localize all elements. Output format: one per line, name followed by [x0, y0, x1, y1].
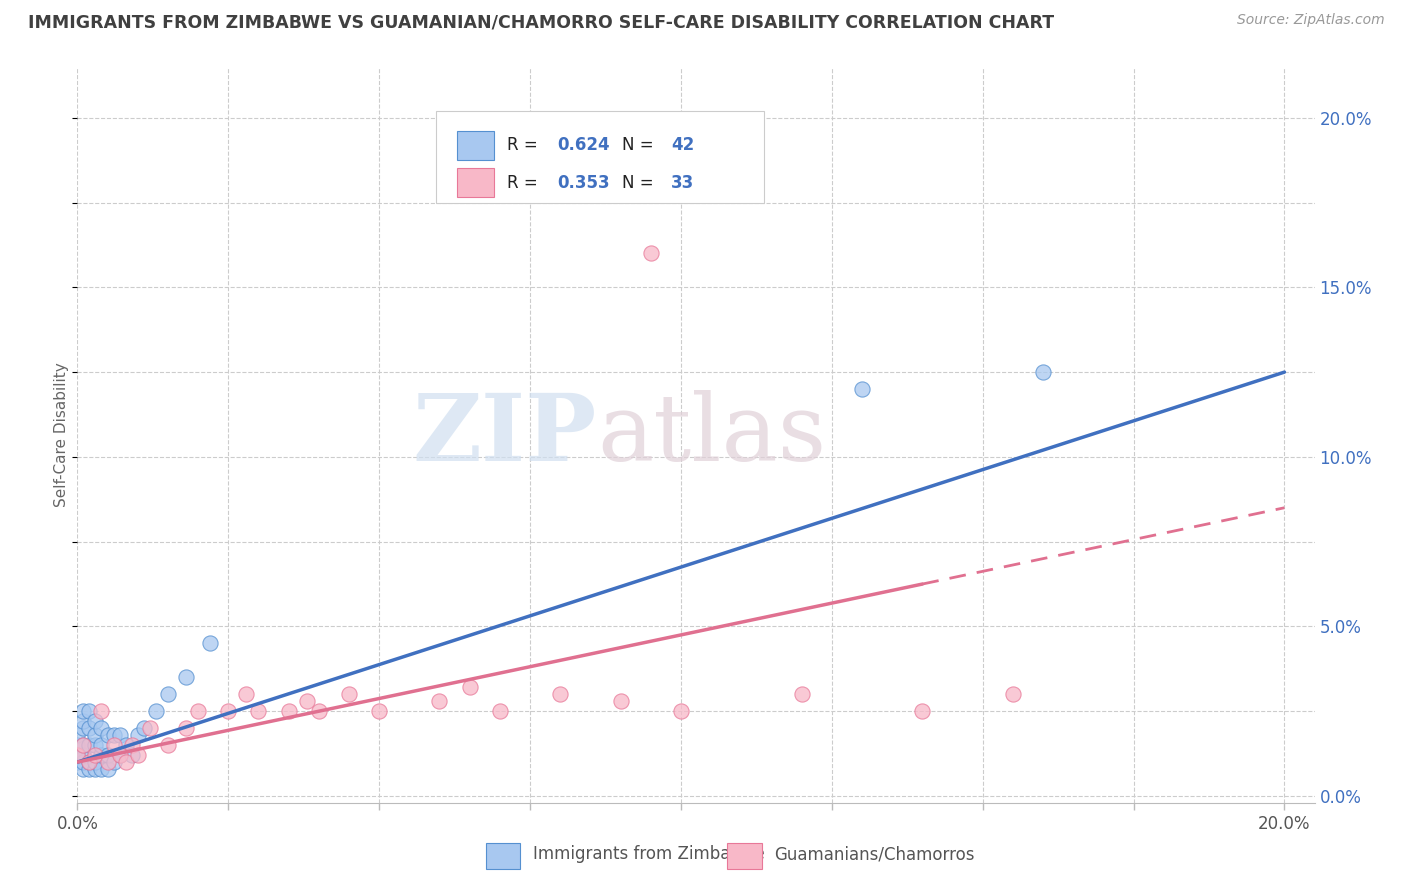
FancyBboxPatch shape — [457, 131, 495, 161]
Point — [66, 728, 89, 742]
Text: R =: R = — [506, 174, 543, 192]
Point — [90, 721, 112, 735]
FancyBboxPatch shape — [436, 111, 763, 203]
Point — [114, 738, 136, 752]
Point — [79, 704, 101, 718]
Point — [84, 738, 107, 752]
Point — [156, 687, 179, 701]
Point — [174, 721, 197, 735]
Point — [114, 755, 136, 769]
Text: 0.624: 0.624 — [557, 136, 610, 154]
Point — [609, 694, 631, 708]
Point — [90, 704, 112, 718]
Point — [132, 721, 155, 735]
Point — [368, 704, 391, 718]
Point — [72, 755, 94, 769]
Point — [127, 728, 149, 742]
FancyBboxPatch shape — [457, 168, 495, 197]
Point — [66, 748, 89, 763]
Point — [90, 748, 112, 763]
Point — [79, 755, 101, 769]
FancyBboxPatch shape — [727, 843, 762, 869]
Text: ZIP: ZIP — [413, 390, 598, 480]
Point — [851, 382, 873, 396]
Point — [121, 738, 143, 752]
Point — [79, 721, 101, 735]
Point — [139, 721, 162, 735]
Point — [429, 694, 451, 708]
FancyBboxPatch shape — [485, 843, 520, 869]
Point — [640, 246, 662, 260]
Point — [72, 748, 94, 763]
Point — [247, 704, 270, 718]
Point — [96, 748, 118, 763]
Point — [235, 687, 257, 701]
Point — [103, 728, 125, 742]
Point — [84, 728, 107, 742]
Point — [72, 738, 94, 752]
Point — [96, 755, 118, 769]
Point — [84, 714, 107, 729]
Point — [96, 762, 118, 776]
Text: 42: 42 — [671, 136, 695, 154]
Point — [337, 687, 360, 701]
Text: R =: R = — [506, 136, 543, 154]
Point — [84, 748, 107, 763]
Text: N =: N = — [621, 136, 658, 154]
Point — [911, 704, 934, 718]
Point — [72, 738, 94, 752]
Point — [174, 670, 197, 684]
Point — [1032, 365, 1054, 379]
Point — [127, 748, 149, 763]
Text: N =: N = — [621, 174, 658, 192]
Point — [103, 738, 125, 752]
Point — [72, 704, 94, 718]
Point — [295, 694, 318, 708]
Point — [90, 762, 112, 776]
Point — [217, 704, 239, 718]
Point — [108, 748, 131, 763]
Point — [108, 728, 131, 742]
Point — [108, 748, 131, 763]
Point — [790, 687, 813, 701]
Point — [66, 738, 89, 752]
Point — [84, 755, 107, 769]
Point — [72, 714, 94, 729]
Point — [96, 728, 118, 742]
Text: Guamanians/Chamorros: Guamanians/Chamorros — [773, 846, 974, 863]
Point — [79, 738, 101, 752]
Text: atlas: atlas — [598, 390, 827, 480]
Point — [121, 748, 143, 763]
Point — [156, 738, 179, 752]
Point — [458, 681, 481, 695]
Point — [90, 738, 112, 752]
Text: 33: 33 — [671, 174, 695, 192]
Point — [79, 755, 101, 769]
Point — [488, 704, 510, 718]
Point — [72, 721, 94, 735]
Text: Source: ZipAtlas.com: Source: ZipAtlas.com — [1237, 13, 1385, 28]
Point — [103, 755, 125, 769]
Point — [66, 748, 89, 763]
Point — [79, 762, 101, 776]
Text: Immigrants from Zimbabwe: Immigrants from Zimbabwe — [533, 846, 765, 863]
Point — [145, 704, 167, 718]
Point — [308, 704, 330, 718]
Text: IMMIGRANTS FROM ZIMBABWE VS GUAMANIAN/CHAMORRO SELF-CARE DISABILITY CORRELATION : IMMIGRANTS FROM ZIMBABWE VS GUAMANIAN/CH… — [28, 13, 1054, 31]
Y-axis label: Self-Care Disability: Self-Care Disability — [53, 362, 69, 508]
Text: 0.353: 0.353 — [557, 174, 610, 192]
Point — [72, 762, 94, 776]
Point — [1001, 687, 1024, 701]
Point — [669, 704, 692, 718]
Point — [277, 704, 299, 718]
Point — [66, 755, 89, 769]
Point — [198, 636, 221, 650]
Point — [187, 704, 209, 718]
Point — [548, 687, 571, 701]
Point — [84, 762, 107, 776]
